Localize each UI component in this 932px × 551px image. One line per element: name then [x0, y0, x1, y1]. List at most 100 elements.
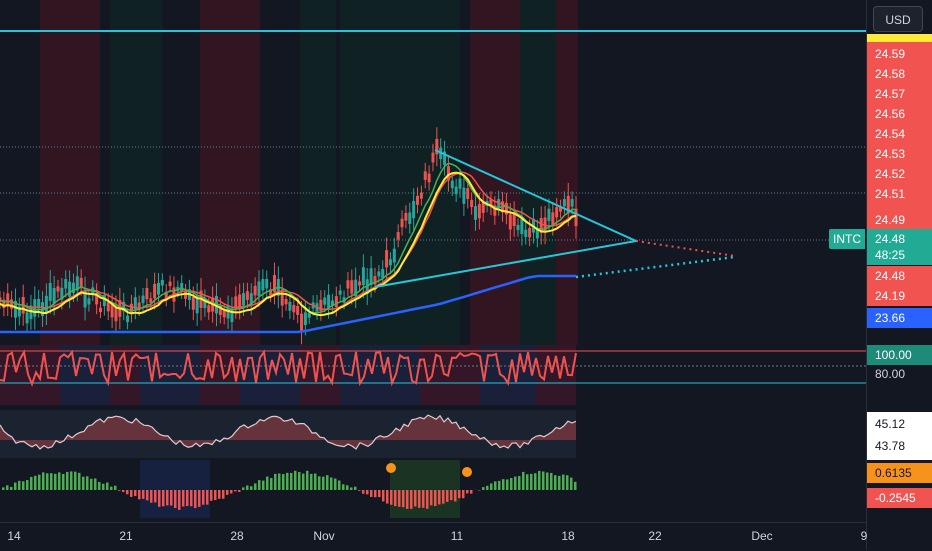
hist-bar — [182, 490, 185, 507]
hist-bar — [138, 490, 141, 499]
candle-body — [416, 196, 419, 205]
candle-body — [296, 306, 299, 315]
hist-bar — [330, 477, 333, 490]
hist-bar — [314, 474, 317, 490]
candle-body — [470, 200, 473, 207]
price-chart[interactable] — [0, 0, 866, 522]
current-price-tag: 24.48 48:25 — [867, 229, 932, 265]
candle-body — [466, 188, 469, 199]
candle-body — [455, 187, 458, 195]
osc-value: 43.78 — [875, 436, 905, 456]
candle-body — [184, 292, 187, 299]
hist-bar — [86, 476, 89, 490]
hist-bar — [530, 474, 533, 490]
candle-body — [551, 212, 554, 225]
price-label: 24.58 — [875, 64, 905, 84]
hist-bar — [534, 473, 537, 490]
candle-body — [362, 267, 365, 285]
hist-bar — [154, 490, 157, 502]
candle-body — [408, 213, 411, 224]
session-stripe — [556, 0, 578, 345]
candle-body — [80, 278, 83, 287]
hist-bar — [566, 475, 569, 490]
hist-bar — [166, 490, 169, 505]
time-axis[interactable]: 14 21 28 Nov 11 18 22 Dec 9 — [0, 522, 866, 551]
candle-body — [180, 283, 183, 291]
hist-bar — [406, 490, 409, 509]
hist-bar — [546, 472, 549, 490]
hist-bar — [162, 490, 165, 506]
candle-body — [64, 279, 67, 288]
chart-pane[interactable] — [0, 0, 866, 522]
hist-bar — [426, 490, 429, 509]
hist-bar — [258, 480, 261, 490]
candle-body — [547, 209, 550, 221]
hist-bar — [430, 490, 433, 505]
hist-bar — [374, 490, 377, 497]
hist-bar — [294, 471, 297, 490]
candle-body — [524, 230, 527, 237]
candle-body — [431, 153, 434, 163]
candle-body — [482, 203, 485, 213]
price-label: 24.49 — [875, 210, 905, 230]
candle-body — [242, 293, 245, 306]
hist-bar — [122, 490, 125, 492]
time-label: Dec — [751, 529, 772, 543]
session-stripe — [300, 0, 336, 345]
histogram-value-negative: -0.2545 — [867, 488, 932, 508]
hist-bar — [346, 485, 349, 490]
candle-body — [45, 296, 48, 313]
candle-body — [358, 281, 361, 285]
hist-bar — [434, 490, 437, 506]
candle-body — [404, 213, 407, 221]
candle-body — [517, 225, 520, 230]
hist-bar — [130, 490, 133, 497]
candle-body — [300, 314, 303, 332]
hist-bar — [218, 490, 221, 499]
hist-bar — [470, 490, 473, 494]
candle-body — [149, 298, 152, 302]
hist-bar — [186, 490, 189, 506]
candle-body — [169, 282, 172, 286]
candle-body — [288, 302, 291, 311]
currency-button[interactable]: USD — [873, 6, 923, 32]
hist-bar — [174, 490, 177, 508]
hist-bar — [338, 481, 341, 490]
candle-body — [520, 219, 523, 234]
candle-body — [6, 293, 9, 305]
hist-bar — [498, 481, 501, 490]
candle-body — [26, 312, 29, 323]
price-tag-red-stack: 24.59 24.58 24.57 24.56 24.54 24.53 24.5… — [867, 42, 932, 242]
hist-bar — [118, 490, 121, 491]
time-label: 21 — [119, 529, 132, 543]
candle-body — [412, 201, 415, 218]
hist-bar — [30, 477, 33, 490]
candle-body — [207, 305, 210, 312]
hist-bar — [362, 490, 365, 494]
hist-bar — [514, 477, 517, 490]
hist-bar — [490, 483, 493, 490]
price-tag-red: 24.48 — [867, 266, 932, 286]
candle-body — [393, 249, 396, 263]
hist-bar — [334, 478, 337, 490]
hist-bar — [290, 473, 293, 490]
hist-bar — [298, 472, 301, 490]
hist-bar — [418, 490, 421, 508]
bar-countdown: 48:25 — [875, 247, 932, 263]
hist-bar — [370, 490, 373, 497]
hist-bar — [558, 476, 561, 490]
price-scale[interactable]: USD 24.59 24.58 24.57 24.56 24.54 24.53 … — [866, 0, 932, 550]
hist-bar — [202, 490, 205, 505]
hist-bar — [106, 483, 109, 490]
hist-bar — [538, 471, 541, 490]
time-label: 28 — [230, 529, 243, 543]
candle-body — [339, 291, 342, 295]
candle-body — [56, 286, 59, 291]
hist-bar — [242, 487, 245, 490]
hist-bar — [574, 482, 577, 490]
time-label: 11 — [451, 529, 463, 543]
hist-bar — [386, 490, 389, 504]
candle-body — [397, 232, 400, 239]
stoch-value-tag: 100.00 — [867, 345, 932, 365]
hist-bar — [410, 490, 413, 509]
